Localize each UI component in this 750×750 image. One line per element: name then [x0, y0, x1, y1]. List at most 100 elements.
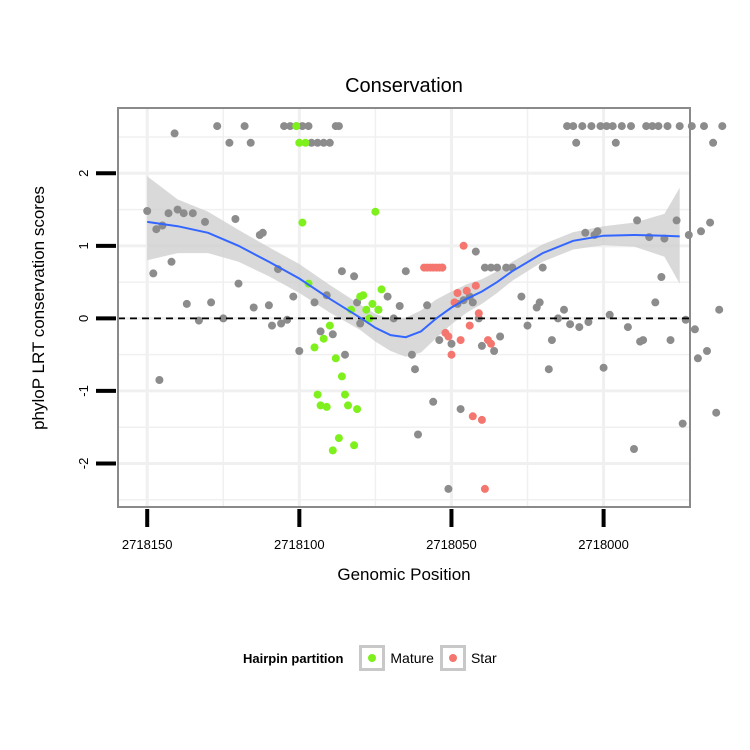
point-mature [341, 390, 349, 399]
point-other [167, 257, 176, 266]
point-other [697, 227, 705, 236]
point-mature [365, 314, 374, 323]
point-mature [316, 401, 325, 410]
point-other [234, 279, 243, 288]
point-other [681, 315, 690, 324]
point-other [152, 225, 161, 234]
point-other [535, 298, 544, 307]
point-mature [328, 446, 337, 455]
point-other [563, 122, 572, 131]
point-mature [319, 334, 328, 343]
point-mature [295, 138, 304, 147]
point-star [453, 289, 462, 297]
point-mature [371, 207, 380, 216]
point-other [560, 305, 568, 314]
point-other [286, 122, 295, 131]
point-other [639, 336, 648, 345]
point-other [447, 339, 456, 348]
point-other [493, 263, 502, 272]
point-other [517, 292, 526, 301]
legend-key-mature [359, 645, 386, 671]
point-other [444, 484, 453, 493]
point-other [651, 298, 660, 307]
point-mature [337, 372, 346, 381]
point-star [444, 332, 453, 341]
point-other [593, 227, 602, 236]
point-other [468, 298, 477, 307]
point-other [319, 138, 328, 147]
point-other [642, 122, 651, 131]
point-other [684, 231, 693, 239]
legend-label-star: Star [470, 650, 497, 666]
point-other [356, 319, 365, 328]
point-star [447, 350, 456, 359]
point-other [231, 215, 240, 223]
point-other [423, 301, 432, 310]
legend-title: Hairpin partition [243, 650, 344, 666]
y-tick-label: 1 [76, 242, 91, 249]
chart-title: Conservation [345, 75, 463, 97]
point-other [587, 122, 596, 131]
point-other [712, 408, 721, 417]
point-other [389, 314, 398, 323]
point-other [325, 138, 334, 147]
point-other [471, 247, 480, 256]
point-other [715, 305, 724, 314]
point-other [630, 445, 638, 453]
point-other [207, 298, 216, 307]
plot-border [117, 107, 691, 508]
point-other [170, 129, 179, 138]
point-other [718, 122, 727, 131]
point-other [456, 405, 465, 414]
grid-layer [118, 108, 690, 507]
point-mature [344, 401, 352, 410]
point-other [414, 430, 422, 439]
axes-layer: 2718150 2718100 2718050 2718000 -2 -1 0 1 2 [76, 170, 629, 552]
point-other [672, 216, 681, 225]
point-other [401, 267, 410, 276]
point-other [313, 138, 322, 147]
confidence-ribbon [147, 176, 680, 357]
point-other [188, 209, 197, 218]
point-star [471, 281, 480, 290]
point-other [435, 336, 444, 345]
point-star [477, 415, 486, 424]
point-other [547, 336, 556, 345]
point-other [201, 217, 209, 226]
point-mature [301, 138, 310, 147]
point-other [155, 376, 164, 384]
point-other [538, 263, 547, 272]
point-other [429, 397, 438, 406]
point-star [459, 241, 468, 250]
x-tick-label: 2718150 [122, 537, 173, 552]
legend-dot-mature [368, 654, 377, 662]
x-tick-label: 2718100 [274, 537, 325, 552]
point-other [411, 365, 419, 374]
point-other [678, 419, 687, 428]
point-star [465, 321, 474, 330]
point-other [663, 122, 672, 131]
y-tick-label: 0 [76, 315, 91, 322]
point-other [334, 122, 343, 131]
point-other [477, 341, 486, 350]
point-other [581, 228, 590, 237]
point-mature [353, 405, 362, 414]
point-other [602, 122, 611, 131]
point-other [264, 301, 273, 310]
smooth-line [147, 220, 680, 339]
point-other [578, 122, 587, 131]
point-other [350, 272, 359, 281]
point-mature [313, 390, 322, 399]
point-mature [377, 285, 386, 294]
point-mature [325, 321, 334, 330]
point-other [648, 122, 657, 131]
y-tick-label: -1 [76, 385, 91, 397]
point-other [572, 138, 581, 147]
point-other [182, 299, 191, 308]
point-other [149, 269, 158, 278]
point-other [569, 122, 578, 131]
point-other [283, 315, 292, 324]
point-other [487, 263, 495, 272]
point-other [337, 267, 346, 276]
